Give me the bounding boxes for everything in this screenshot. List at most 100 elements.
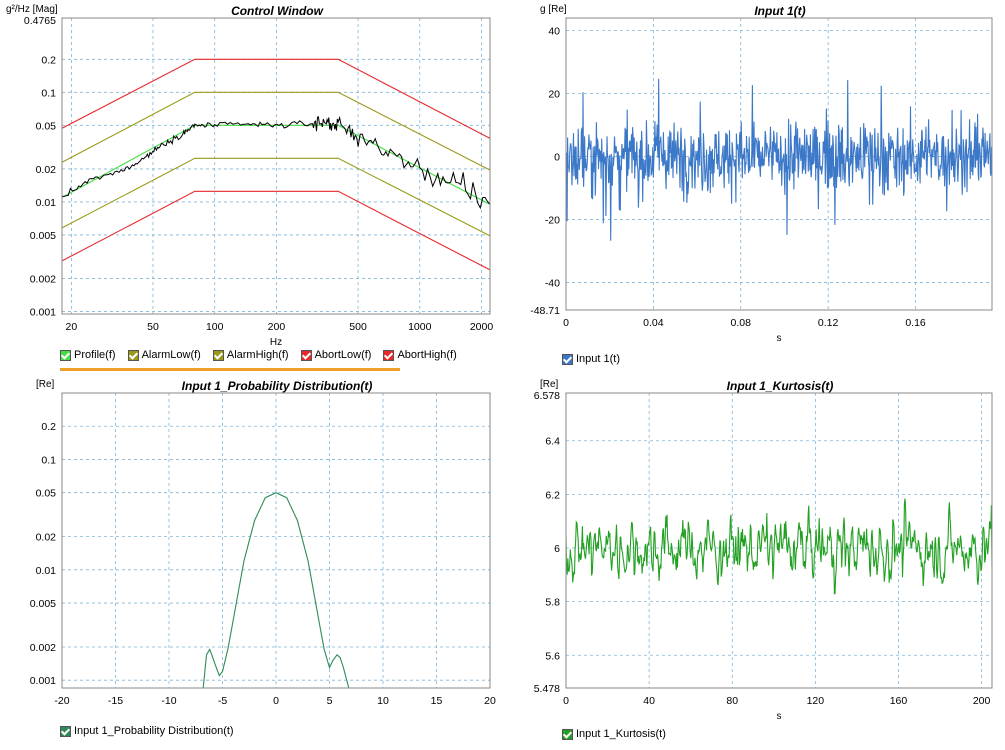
plot-title: Control Window bbox=[231, 4, 324, 18]
x-tick-label: 2000 bbox=[470, 321, 494, 333]
x-tick-label: 0 bbox=[273, 695, 279, 707]
legend-probability: Input 1_Probability Distribution(t) bbox=[60, 725, 234, 737]
y-max-label: 0.4765 bbox=[24, 15, 56, 27]
y-tick-label: 0.2 bbox=[41, 54, 56, 66]
x-axis-label: Hz bbox=[270, 337, 282, 348]
y-tick-label: 0.002 bbox=[30, 642, 56, 654]
legend-item-abort-high[interactable]: AbortHigh(f) bbox=[383, 349, 457, 361]
checkbox-icon[interactable] bbox=[562, 353, 573, 365]
y-tick-label: 0.005 bbox=[30, 230, 56, 242]
x-tick-label: 200 bbox=[973, 695, 991, 707]
y-axis-unit: g²/Hz [Mag] bbox=[6, 4, 58, 15]
checkbox-icon[interactable] bbox=[60, 725, 71, 737]
legend-label: AlarmHigh(f) bbox=[226, 349, 289, 361]
legend-item-profile[interactable]: Profile(f) bbox=[60, 349, 116, 361]
y-tick-label: 40 bbox=[548, 26, 560, 38]
y-tick-label: 0.02 bbox=[36, 164, 57, 176]
checkbox-icon[interactable] bbox=[60, 349, 71, 361]
x-tick-label: -5 bbox=[218, 695, 227, 707]
legend-control-window: Profile(f) AlarmLow(f) AlarmHigh(f) Abor… bbox=[60, 349, 457, 361]
y-tick-label: 0.001 bbox=[30, 307, 56, 319]
plot-title: Input 1_Probability Distribution(t) bbox=[182, 379, 373, 393]
plot-title: Input 1(t) bbox=[754, 4, 805, 18]
y-tick-label: -40 bbox=[545, 278, 560, 290]
legend-item-input1[interactable]: Input 1(t) bbox=[562, 353, 620, 365]
y-tick-label: 0.1 bbox=[41, 87, 56, 99]
x-tick-label: 100 bbox=[206, 321, 224, 333]
legend-item-alarm-low[interactable]: AlarmLow(f) bbox=[127, 349, 201, 361]
legend-label: AbortHigh(f) bbox=[397, 349, 457, 361]
x-tick-label: 200 bbox=[268, 321, 286, 333]
legend-label: AbortLow(f) bbox=[314, 349, 372, 361]
x-tick-label: 500 bbox=[349, 321, 367, 333]
legend-label: Profile(f) bbox=[74, 349, 116, 361]
y-tick-label: 0 bbox=[554, 152, 560, 164]
series-line-input-1-probability-distribution-t bbox=[202, 492, 350, 688]
x-tick-label: 0.12 bbox=[818, 317, 839, 329]
active-panel-indicator bbox=[60, 368, 400, 371]
x-tick-label: 0 bbox=[563, 317, 569, 329]
checkbox-icon[interactable] bbox=[300, 349, 312, 361]
x-tick-label: 15 bbox=[431, 695, 443, 707]
series-line-aborthigh-f bbox=[62, 58, 490, 139]
x-tick-label: 40 bbox=[643, 695, 655, 707]
x-tick-label: 20 bbox=[66, 321, 78, 333]
y-axis-unit: [Re] bbox=[540, 379, 559, 390]
legend-kurtosis: Input 1_Kurtosis(t) bbox=[562, 728, 666, 740]
y-tick-label: 5.8 bbox=[545, 597, 560, 609]
y-axis-unit: g [Re] bbox=[540, 4, 567, 15]
series-line-input-1-kurtosis-t bbox=[566, 498, 992, 595]
legend-item-probability[interactable]: Input 1_Probability Distribution(t) bbox=[60, 725, 234, 737]
y-max-label: 6.578 bbox=[534, 390, 560, 402]
checkbox-icon[interactable] bbox=[383, 349, 395, 361]
legend-label: Input 1(t) bbox=[576, 353, 621, 365]
y-tick-label: 0.05 bbox=[36, 488, 57, 500]
legend-label: Input 1_Probability Distribution(t) bbox=[74, 725, 234, 737]
x-tick-label: 0.16 bbox=[905, 317, 926, 329]
y-tick-label: 0.01 bbox=[36, 565, 57, 577]
x-tick-label: 50 bbox=[147, 321, 159, 333]
x-tick-label: -20 bbox=[54, 695, 69, 707]
plot-frame bbox=[61, 17, 491, 315]
plot-title: Input 1_Kurtosis(t) bbox=[727, 379, 834, 393]
y-tick-label: 0.05 bbox=[36, 120, 57, 132]
y-tick-label: 6.4 bbox=[545, 436, 560, 448]
legend-item-abort-low[interactable]: AbortLow(f) bbox=[300, 349, 372, 361]
x-tick-label: 5 bbox=[327, 695, 333, 707]
x-tick-label: 0.08 bbox=[731, 317, 752, 329]
x-tick-label: -15 bbox=[108, 695, 123, 707]
plot-frame bbox=[565, 392, 993, 689]
checkbox-icon[interactable] bbox=[212, 349, 224, 361]
y-tick-label: -20 bbox=[545, 215, 560, 227]
y-tick-label: 0.002 bbox=[30, 274, 56, 286]
x-axis-label: s bbox=[777, 711, 782, 722]
y-min-label: -48.71 bbox=[530, 305, 560, 317]
plot-frame bbox=[61, 392, 491, 689]
plot-frame bbox=[565, 17, 993, 311]
checkbox-icon[interactable] bbox=[127, 349, 139, 361]
series-line-alarmhigh-f bbox=[62, 91, 490, 171]
y-tick-label: 0.01 bbox=[36, 197, 57, 209]
x-tick-label: 120 bbox=[807, 695, 825, 707]
y-tick-label: 6.2 bbox=[545, 489, 560, 501]
legend-item-alarm-high[interactable]: AlarmHigh(f) bbox=[212, 349, 289, 361]
y-tick-label: 0.2 bbox=[41, 421, 56, 433]
y-tick-label: 0.02 bbox=[36, 532, 57, 544]
x-tick-label: 20 bbox=[484, 695, 496, 707]
x-axis-label: s bbox=[777, 333, 782, 344]
x-tick-label: -10 bbox=[161, 695, 176, 707]
x-tick-label: 0 bbox=[563, 695, 569, 707]
series-line-measured bbox=[62, 115, 490, 210]
y-tick-label: 0.001 bbox=[30, 675, 56, 687]
y-tick-label: 0.1 bbox=[41, 454, 56, 466]
x-tick-label: 1000 bbox=[408, 321, 432, 333]
checkbox-icon[interactable] bbox=[562, 728, 573, 740]
x-tick-label: 10 bbox=[377, 695, 389, 707]
legend-item-kurtosis[interactable]: Input 1_Kurtosis(t) bbox=[562, 728, 666, 740]
legend-input1: Input 1(t) bbox=[562, 353, 620, 365]
y-tick-label: 20 bbox=[548, 89, 560, 101]
series-line-abortlow-f bbox=[62, 190, 490, 271]
x-tick-label: 80 bbox=[726, 695, 738, 707]
x-tick-label: 0.04 bbox=[643, 317, 664, 329]
